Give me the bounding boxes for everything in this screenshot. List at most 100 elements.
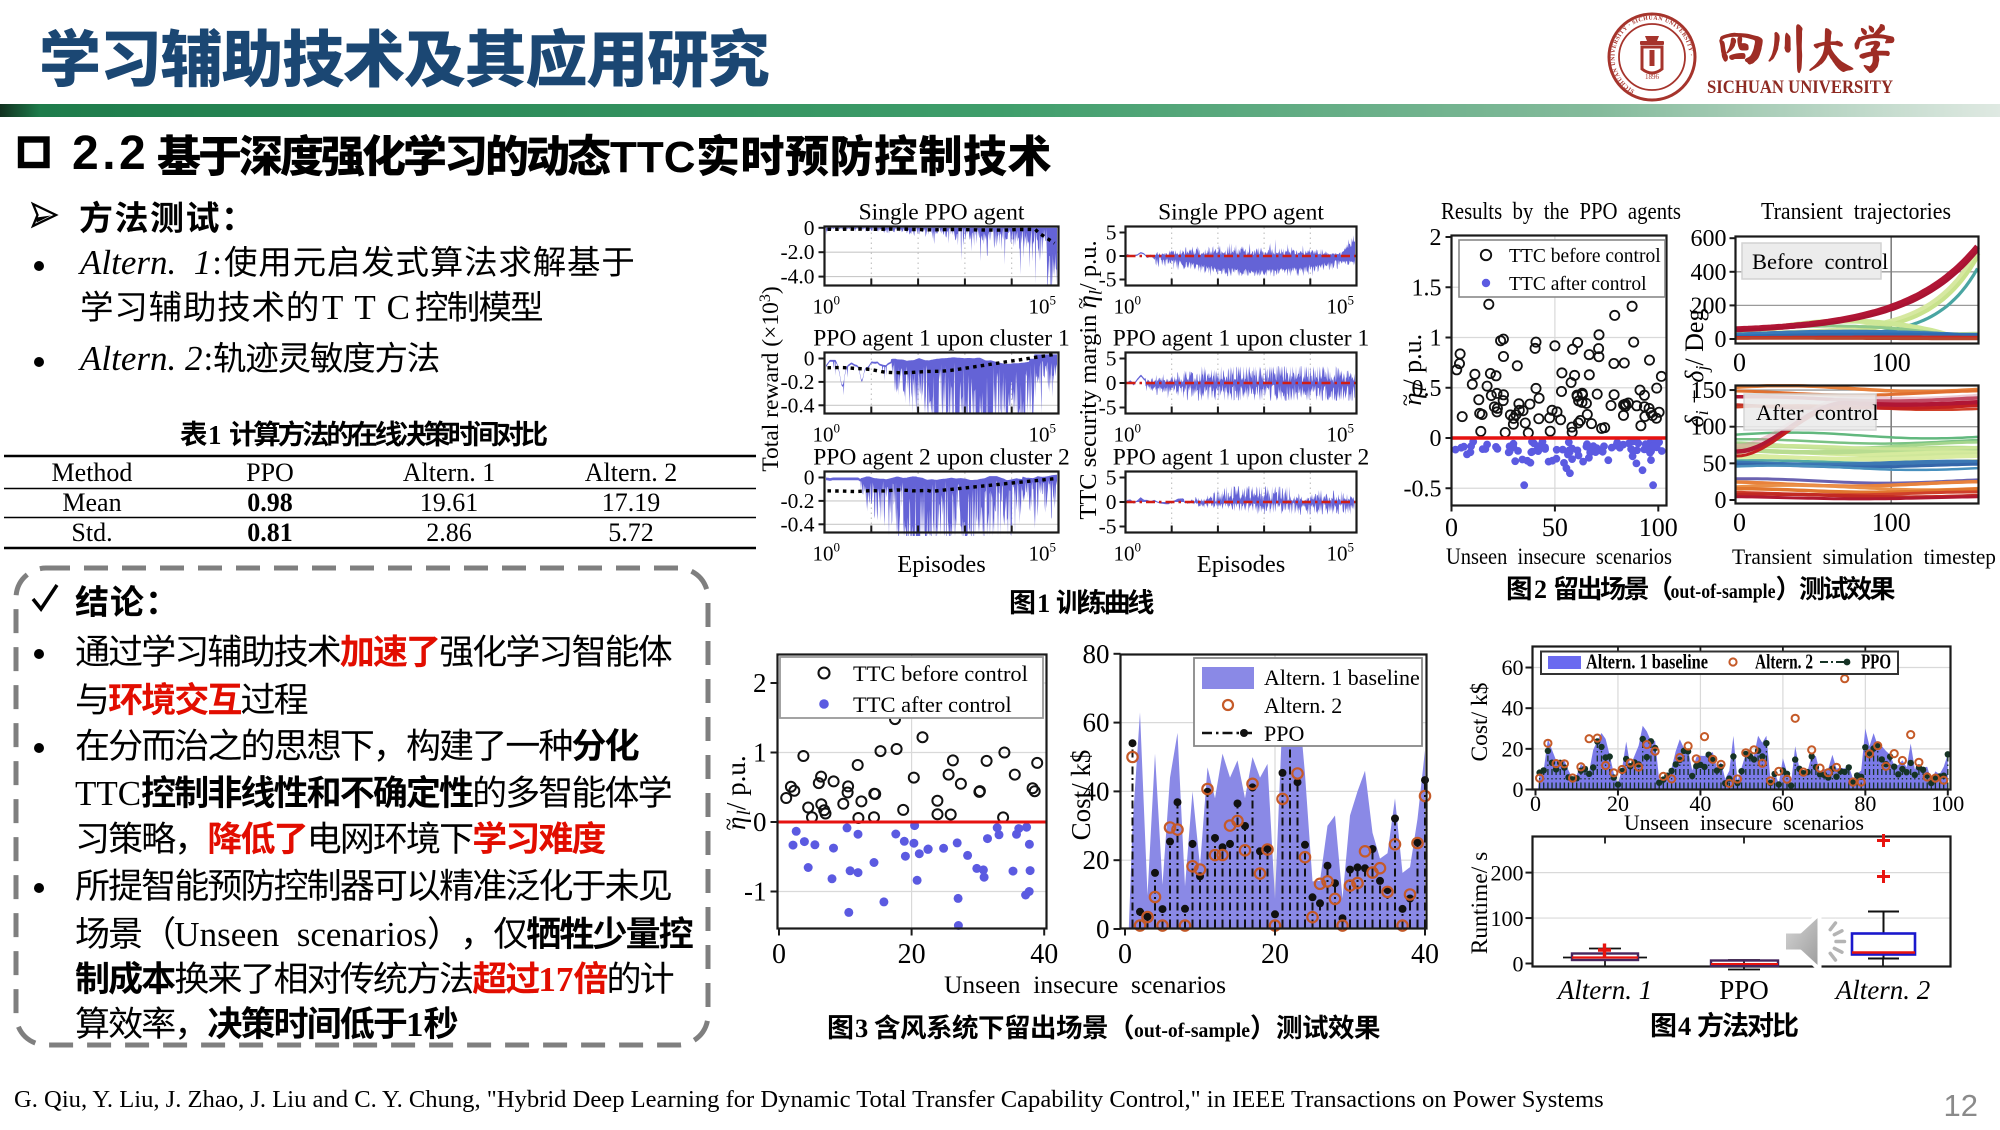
svg-text:10: 10 xyxy=(1114,542,1135,566)
svg-text:100: 100 xyxy=(1931,791,1964,816)
svg-text:0: 0 xyxy=(1135,421,1142,436)
svg-text:80: 80 xyxy=(1854,791,1876,816)
svg-text:1: 1 xyxy=(753,738,767,768)
svg-text:Altern. 2: Altern. 2 xyxy=(1264,693,1342,718)
svg-text:PPO: PPO xyxy=(1861,650,1891,674)
svg-text:PPO agent 1 upon cluster 2: PPO agent 1 upon cluster 2 xyxy=(1113,445,1370,471)
svg-text:PPO: PPO xyxy=(1264,721,1304,746)
svg-text:600: 600 xyxy=(1691,226,1727,252)
svg-text:Transient trajectories: Transient trajectories xyxy=(1761,199,1951,225)
svg-text:100: 100 xyxy=(1639,513,1678,542)
svg-text:0: 0 xyxy=(1135,540,1142,555)
svg-text:Altern. 1: Altern. 1 xyxy=(1556,975,1653,1005)
svg-text:-5: -5 xyxy=(1099,396,1117,420)
svg-text:5: 5 xyxy=(1050,421,1057,436)
svg-text:200: 200 xyxy=(1691,293,1727,319)
svg-text:TTC before control: TTC before control xyxy=(1509,246,1661,267)
svg-text:3: 3 xyxy=(855,1013,868,1043)
svg-text:10: 10 xyxy=(813,295,834,319)
svg-text:0: 0 xyxy=(804,347,815,371)
svg-text:1: 1 xyxy=(208,420,222,450)
svg-text:Altern. 1: Altern. 1 xyxy=(78,243,211,282)
svg-text:10: 10 xyxy=(1327,423,1348,447)
svg-text:20: 20 xyxy=(898,939,926,970)
svg-text:0: 0 xyxy=(834,421,841,436)
svg-text:0: 0 xyxy=(804,466,815,490)
svg-text:out-of-sample: out-of-sample xyxy=(1134,1018,1250,1042)
svg-text:0: 0 xyxy=(1513,777,1524,802)
svg-text:After control: After control xyxy=(1756,400,1878,425)
svg-text:PPO: PPO xyxy=(246,458,294,487)
svg-text::: : xyxy=(203,339,213,378)
svg-text:0: 0 xyxy=(1530,791,1541,816)
svg-text:TTC: TTC xyxy=(322,288,410,327)
svg-text:Unseen insecure scenarios: Unseen insecure scenarios xyxy=(944,970,1226,999)
svg-text:5: 5 xyxy=(1106,221,1117,245)
svg-text:TTC security margin η~l/ p.u.: TTC security margin η~l/ p.u. xyxy=(1069,240,1106,519)
svg-text:G. Qiu, Y. Liu, J. Zhao, J. Li: G. Qiu, Y. Liu, J. Zhao, J. Liu and C. Y… xyxy=(14,1086,1604,1113)
svg-text:TTC: TTC xyxy=(75,774,141,813)
svg-text:Results by the PPO agents: Results by the PPO agents xyxy=(1441,199,1681,225)
svg-text:4: 4 xyxy=(1678,1011,1691,1041)
svg-text:TTC after control: TTC after control xyxy=(1509,274,1647,295)
svg-text:5: 5 xyxy=(1050,540,1057,555)
svg-text:0.5: 0.5 xyxy=(1412,376,1442,402)
svg-text:20: 20 xyxy=(1083,845,1110,875)
svg-text:TTC before control: TTC before control xyxy=(853,661,1028,686)
svg-text:0: 0 xyxy=(1106,490,1117,514)
svg-text:0: 0 xyxy=(834,540,841,555)
svg-text:Cost/ k$: Cost/ k$ xyxy=(1066,750,1096,841)
svg-text:PPO: PPO xyxy=(1719,975,1769,1005)
svg-text:80: 80 xyxy=(1083,639,1110,669)
svg-text:0: 0 xyxy=(1715,327,1727,353)
svg-text:60: 60 xyxy=(1083,708,1110,738)
svg-text:out-of-sample: out-of-sample xyxy=(1671,579,1776,603)
svg-text:SICHUAN UNIVERSITY: SICHUAN UNIVERSITY xyxy=(1707,77,1893,98)
svg-text:Runtime/ s: Runtime/ s xyxy=(1467,852,1493,955)
svg-text:50: 50 xyxy=(1542,513,1568,542)
svg-text:0.81: 0.81 xyxy=(247,518,293,547)
svg-text:PPO agent 1 upon cluster 1: PPO agent 1 upon cluster 1 xyxy=(813,326,1070,352)
svg-text:Episodes: Episodes xyxy=(897,551,985,578)
svg-text:5.72: 5.72 xyxy=(608,518,654,547)
svg-text:150: 150 xyxy=(1691,378,1727,404)
svg-text:-0.2: -0.2 xyxy=(780,489,814,513)
svg-text:40: 40 xyxy=(1411,939,1439,970)
svg-text:Before control: Before control xyxy=(1752,249,1888,274)
svg-text:-0.5: -0.5 xyxy=(1404,476,1442,502)
svg-text:0: 0 xyxy=(772,939,786,970)
svg-text:10: 10 xyxy=(1114,423,1135,447)
svg-text:0: 0 xyxy=(1733,508,1746,537)
svg-text:Single PPO agent: Single PPO agent xyxy=(1158,200,1324,226)
svg-text:-5: -5 xyxy=(1099,515,1117,539)
svg-text:Transient simulation timeste: Transient simulation timestep xyxy=(1732,544,1996,569)
svg-text:0: 0 xyxy=(1513,952,1524,977)
svg-text:2: 2 xyxy=(1534,575,1547,604)
svg-text:Unseen insecure scenarios: Unseen insecure scenarios xyxy=(1624,810,1864,835)
svg-text:20: 20 xyxy=(1502,736,1524,761)
svg-text:100: 100 xyxy=(1872,348,1911,377)
svg-text:2.2: 2.2 xyxy=(72,127,149,180)
svg-text:Single PPO agent: Single PPO agent xyxy=(859,200,1025,226)
svg-text:17.19: 17.19 xyxy=(602,488,661,517)
svg-text:-0.4: -0.4 xyxy=(780,512,814,536)
svg-text:40: 40 xyxy=(1030,939,1058,970)
svg-text:PPO agent 1 upon cluster 1: PPO agent 1 upon cluster 1 xyxy=(1113,326,1370,352)
svg-text:2: 2 xyxy=(1430,225,1442,251)
svg-text:10: 10 xyxy=(813,423,834,447)
svg-text:5: 5 xyxy=(1106,466,1117,490)
svg-text:10: 10 xyxy=(1327,542,1348,566)
svg-text:TTC after control: TTC after control xyxy=(853,692,1012,717)
svg-text:Altern. 2: Altern. 2 xyxy=(78,339,202,378)
svg-text:1896: 1896 xyxy=(1645,73,1660,81)
svg-text:0: 0 xyxy=(804,216,815,240)
svg-text:0: 0 xyxy=(1096,914,1110,944)
svg-text:10: 10 xyxy=(1029,295,1050,319)
svg-text:0: 0 xyxy=(1135,293,1142,308)
svg-text:10: 10 xyxy=(1029,542,1050,566)
svg-text:Total reward (×103): Total reward (×103) xyxy=(757,286,784,471)
svg-text:100: 100 xyxy=(1691,415,1727,441)
svg-text:40: 40 xyxy=(1502,696,1524,721)
svg-text:40: 40 xyxy=(1083,776,1110,806)
svg-text:Altern. 1: Altern. 1 xyxy=(403,458,495,487)
